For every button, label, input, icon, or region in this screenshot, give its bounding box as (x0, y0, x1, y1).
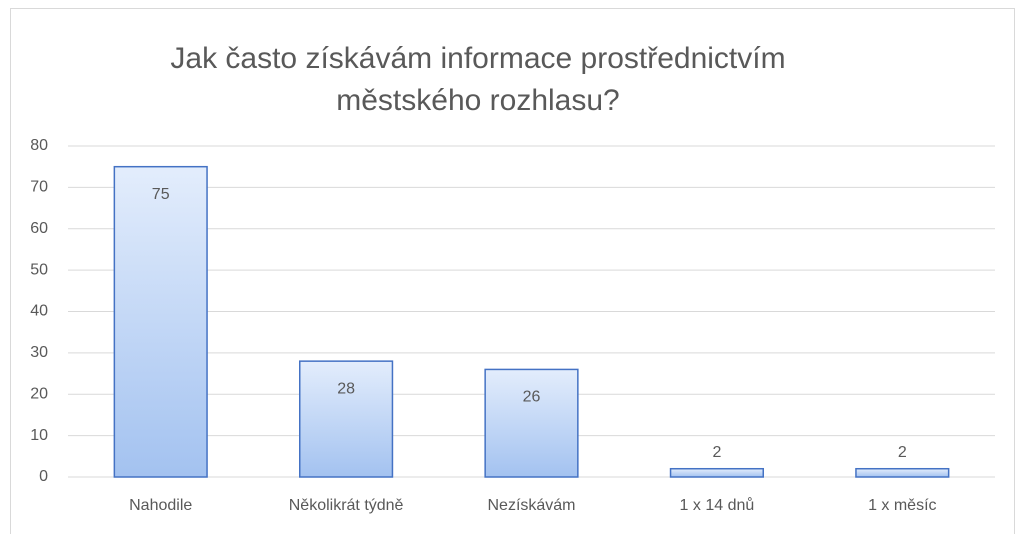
x-tick-label: 1 x 14 dnů (680, 496, 755, 514)
x-tick-label: Nahodile (129, 497, 192, 514)
data-label: 75 (152, 186, 170, 203)
y-tick-label: 40 (30, 303, 48, 320)
data-label: 26 (523, 389, 541, 406)
y-tick-label: 20 (30, 385, 48, 402)
x-tick-label: Několikrát týdně (289, 497, 404, 514)
chart-border (10, 8, 1015, 534)
bar (299, 360, 394, 478)
bar (113, 165, 208, 478)
bar (855, 467, 950, 478)
x-tick-label: Nezískávám (487, 497, 575, 514)
data-label: 2 (712, 444, 721, 461)
data-label: 2 (898, 444, 907, 461)
y-tick-label: 0 (39, 468, 48, 485)
y-tick-label: 70 (30, 179, 48, 196)
x-tick-label: 1 x měsíc (868, 497, 936, 514)
y-tick-label: 60 (30, 220, 48, 237)
chart-title: Jak často získávám informace prostřednic… (170, 42, 786, 117)
data-label: 28 (337, 380, 355, 397)
y-tick-label: 80 (30, 137, 48, 154)
y-tick-label: 10 (30, 427, 48, 444)
y-tick-label: 30 (30, 344, 48, 361)
bar (669, 467, 764, 478)
bar (484, 368, 579, 478)
y-tick-label: 50 (30, 261, 48, 278)
